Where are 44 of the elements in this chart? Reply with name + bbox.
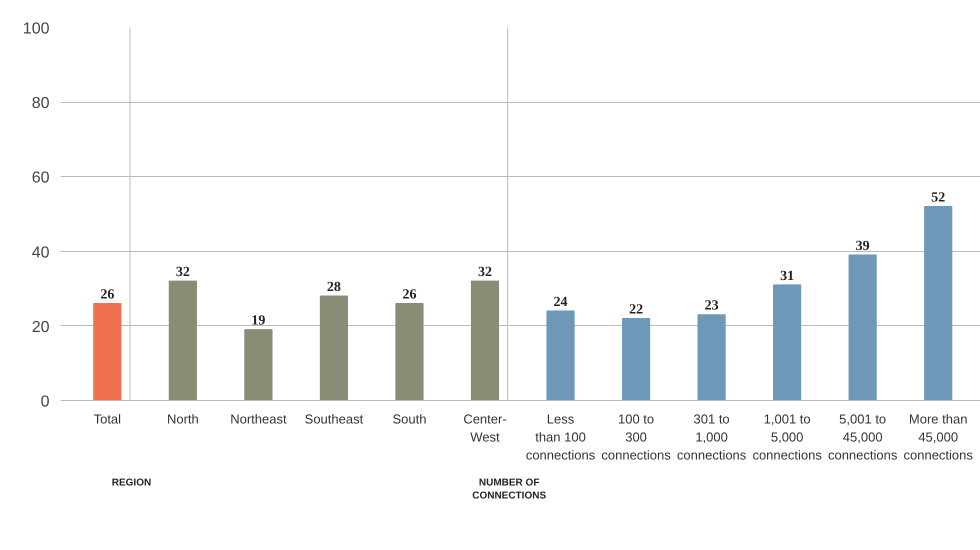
data-label: 52 bbox=[931, 190, 946, 206]
x-tick-label: 1,001 to 5,000 connections bbox=[752, 412, 822, 462]
x-tick-label: 100 to 300 connections bbox=[601, 412, 672, 462]
x-tick-label: Southeast bbox=[304, 412, 364, 426]
data-label: 24 bbox=[554, 294, 568, 310]
bar bbox=[168, 280, 197, 400]
bar bbox=[698, 314, 726, 400]
data-label: 32 bbox=[176, 265, 190, 280]
bar bbox=[395, 303, 424, 400]
y-tick-label: 20 bbox=[32, 318, 50, 336]
data-label: 22 bbox=[629, 302, 644, 318]
x-tick-label: More than 45,000 connections bbox=[904, 412, 974, 462]
data-label: 26 bbox=[402, 288, 416, 303]
y-tick-label: 100 bbox=[22, 20, 50, 38]
x-tick-label: Less than 100 connections bbox=[526, 412, 596, 462]
y-tick-label: 0 bbox=[40, 394, 50, 410]
x-tick-label: Northeast bbox=[230, 412, 287, 426]
bar bbox=[470, 280, 500, 400]
bar bbox=[924, 206, 952, 400]
bar bbox=[848, 254, 877, 400]
text: NUMBER OF CONNECTIONS bbox=[472, 478, 546, 502]
data-label: 26 bbox=[100, 288, 114, 303]
bar bbox=[622, 318, 650, 400]
x-tick-label: South bbox=[392, 412, 426, 426]
bar bbox=[320, 296, 348, 400]
data-label: 39 bbox=[856, 239, 870, 254]
bar bbox=[244, 329, 272, 400]
data-label: 28 bbox=[326, 280, 341, 296]
y-tick-label: 40 bbox=[32, 244, 50, 262]
x-tick-label: North bbox=[166, 412, 199, 426]
data-label: 23 bbox=[704, 298, 719, 314]
y-tick-label: 80 bbox=[32, 95, 50, 112]
bar bbox=[773, 284, 802, 400]
x-tick-label: Center- West bbox=[463, 412, 507, 444]
data-label: 32 bbox=[478, 265, 492, 280]
data-label: 19 bbox=[251, 314, 266, 329]
text: REGION bbox=[112, 478, 152, 488]
bar bbox=[546, 310, 575, 400]
data-label: 31 bbox=[780, 268, 794, 284]
x-tick-label: 301 to 1,000 connections bbox=[676, 412, 747, 462]
x-tick-label: 5,001 to 45,000 connections bbox=[828, 412, 898, 462]
x-tick-label: Total bbox=[94, 412, 122, 426]
bar bbox=[93, 303, 122, 400]
y-tick-label: 60 bbox=[32, 170, 50, 187]
